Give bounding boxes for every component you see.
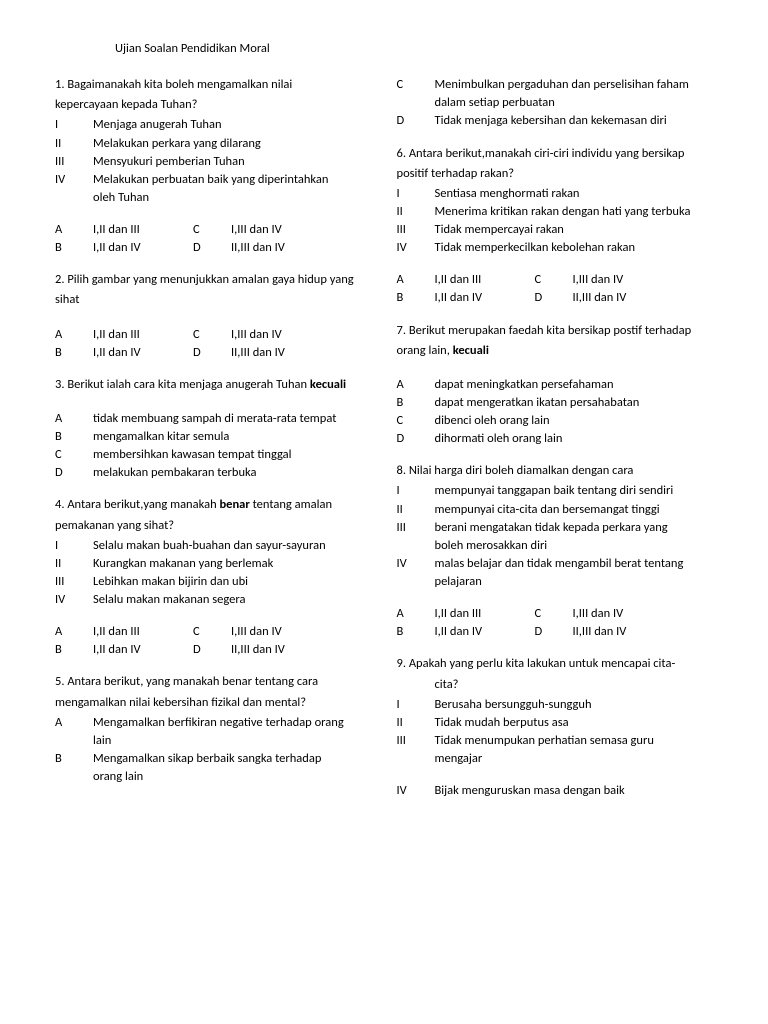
q4-ans-row1: AI,II dan IIICI,III dan IV	[55, 623, 372, 641]
q3-d: Dmelakukan pembakaran terbuka	[55, 464, 372, 482]
q1-iv: IVMelakukan perbuatan baik yang diperint…	[55, 171, 372, 189]
q3-text: 3. Berikut ialah cara kita menjaga anuge…	[55, 376, 372, 394]
q1-iii: IIIMensyukuri pemberian Tuhan	[55, 153, 372, 171]
q4-ans-row2: BI,II dan IVDII,III dan IV	[55, 641, 372, 659]
q7-c: Cdibenci oleh orang lain	[397, 412, 714, 430]
q6-ii: IIMenerima kritikan rakan dengan hati ya…	[397, 203, 714, 221]
q5-c: CMenimbulkan pergaduhan dan perselisihan…	[397, 76, 714, 94]
q4-line1: 4. Antara berikut,yang manakah benar ten…	[55, 496, 372, 514]
q1-i: IMenjaga anugerah Tuhan	[55, 116, 372, 134]
two-column-layout: 1. Bagaimanakah kita boleh mengamalkan n…	[55, 76, 713, 800]
q9-iii: IIITidak menumpukan perhatian semasa gur…	[397, 732, 714, 750]
q2-ans-row1: AI,II dan IIICI,III dan IV	[55, 326, 372, 344]
q4-ii: IIKurangkan makanan yang berlemak	[55, 555, 372, 573]
q9-line1: 9. Apakah yang perlu kita lakukan untuk …	[397, 655, 714, 673]
q8-line1: 8. Nilai harga diri boleh diamalkan deng…	[397, 462, 714, 480]
q7-line1: 7. Berikut merupakan faedah kita bersika…	[397, 322, 714, 340]
q5-b: BMengamalkan sikap berbaik sangka terhad…	[55, 750, 372, 768]
left-column: 1. Bagaimanakah kita boleh mengamalkan n…	[55, 76, 372, 800]
q6-i: ISentiasa menghormati rakan	[397, 185, 714, 203]
q1-ii: IIMelakukan perkara yang dilarang	[55, 135, 372, 153]
q7-d: Ddihormati oleh orang lain	[397, 430, 714, 448]
q5-d: DTidak menjaga kebersihan dan kekemasan …	[397, 112, 714, 130]
q7-line2: orang lain, kecuali	[397, 342, 714, 360]
q1-ans-row2: BI,II dan IVDII,III dan IV	[55, 239, 372, 257]
q8-i: Imempunyai tanggapan baik tentang diri s…	[397, 482, 714, 500]
q1-iv-cont: oleh Tuhan	[55, 189, 372, 207]
q9-i: IBerusaha bersungguh-sungguh	[397, 696, 714, 714]
q8-ans-row2: BI,II dan IVDII,III dan IV	[397, 623, 714, 641]
q3-b: Bmengamalkan kitar semula	[55, 428, 372, 446]
q3-a: Atidak membuang sampah di merata-rata te…	[55, 410, 372, 428]
q1-line1: 1. Bagaimanakah kita boleh mengamalkan n…	[55, 76, 372, 94]
q8-iii: IIIberani mengatakan tidak kepada perkar…	[397, 519, 714, 537]
q1-line2: kepercayaan kepada Tuhan?	[55, 96, 372, 114]
q2-line1: 2. Pilih gambar yang menunjukkan amalan …	[55, 271, 372, 289]
q1-ans-row1: AI,II dan IIICI,III dan IV	[55, 221, 372, 239]
q2-ans-row2: BI,II dan IVDII,III dan IV	[55, 344, 372, 362]
q5-c-cont: dalam setiap perbuatan	[397, 94, 714, 112]
q8-ii: IImempunyai cita-cita dan bersemangat ti…	[397, 501, 714, 519]
q5-line2: mengamalkan nilai kebersihan fizikal dan…	[55, 694, 372, 712]
q9-ii: IITidak mudah berputus asa	[397, 714, 714, 732]
q5-line1: 5. Antara berikut, yang manakah benar te…	[55, 673, 372, 691]
q5-a-cont: lain	[55, 732, 372, 750]
q3-c: Cmembersihkan kawasan tempat tinggal	[55, 446, 372, 464]
q4-iii: IIILebihkan makan bijirin dan ubi	[55, 573, 372, 591]
q2-line2: sihat	[55, 291, 372, 309]
q8-iii-cont: boleh merosakkan diri	[397, 537, 714, 555]
q7-a: Adapat meningkatkan persefahaman	[397, 376, 714, 394]
q6-ans-row2: BI,II dan IVDII,III dan IV	[397, 289, 714, 307]
q9-line2: cita?	[397, 676, 714, 694]
right-column: CMenimbulkan pergaduhan dan perselisihan…	[397, 76, 714, 800]
document-title: Ujian Soalan Pendidikan Moral	[115, 40, 713, 58]
q6-iii: IIITidak mempercayai rakan	[397, 221, 714, 239]
q6-line2: positif terhadap rakan?	[397, 165, 714, 183]
q4-line2: pemakanan yang sihat?	[55, 517, 372, 535]
q9-iii-cont: mengajar	[397, 750, 714, 768]
q6-iv: IVTidak memperkecilkan kebolehan rakan	[397, 239, 714, 257]
q7-b: Bdapat mengeratkan ikatan persahabatan	[397, 394, 714, 412]
q9-iv: IVBijak menguruskan masa dengan baik	[397, 782, 714, 800]
q6-ans-row1: AI,II dan IIICI,III dan IV	[397, 271, 714, 289]
q8-iv: IVmalas belajar dan tidak mengambil bera…	[397, 555, 714, 573]
q8-iv-cont: pelajaran	[397, 573, 714, 591]
q8-ans-row1: AI,II dan IIICI,III dan IV	[397, 605, 714, 623]
q5-b-cont: orang lain	[55, 768, 372, 786]
q4-iv: IVSelalu makan makanan segera	[55, 591, 372, 609]
q4-i: ISelalu makan buah-buahan dan sayur-sayu…	[55, 537, 372, 555]
q5-a: AMengamalkan berfikiran negative terhada…	[55, 714, 372, 732]
q6-line1: 6. Antara berikut,manakah ciri-ciri indi…	[397, 145, 714, 163]
